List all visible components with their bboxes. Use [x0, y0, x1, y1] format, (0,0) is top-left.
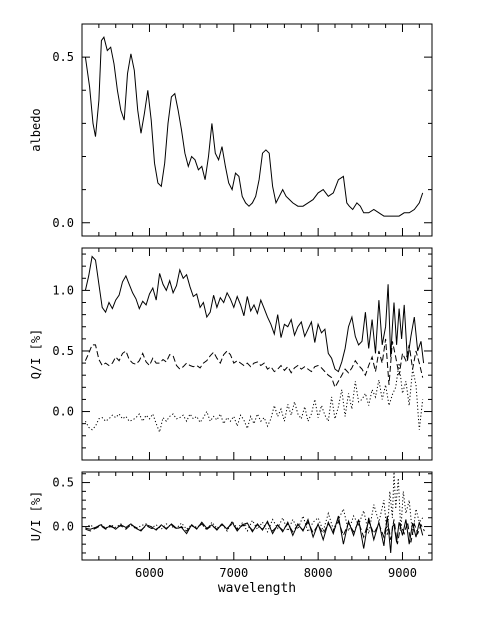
y-axis-label: Q/I [%] [29, 329, 43, 380]
plot-frame [81, 23, 433, 237]
y-axis-label: albedo [29, 108, 43, 151]
series-line-solid [84, 36, 424, 217]
y-tick-label: 0.0 [52, 520, 74, 534]
x-axis-label: wavelength [218, 581, 296, 596]
y-tick-label: 0.5 [52, 476, 74, 490]
y-tick-label: 1.0 [52, 283, 74, 297]
q-over-i-panel: 0.0 0.5 1.0 Q/I [%] [29, 247, 433, 461]
albedo-panel: 0.0 0.5 albedo [29, 23, 433, 237]
y-axis-label: U/I [%] [29, 491, 43, 542]
x-tick-label: 9000 [388, 566, 417, 580]
y-tick-label: 0.0 [52, 405, 74, 419]
series-line-solid [85, 515, 424, 554]
x-tick-label: 7000 [219, 566, 248, 580]
y-tick-label: 0.5 [52, 50, 74, 64]
series-line-dotted [84, 363, 424, 434]
plot-frame [81, 247, 433, 461]
x-tick-label: 8000 [304, 566, 333, 580]
u-over-i-panel: 0.0 0.5 U/I [%] 6000 7000 8000 9000 wavelength [29, 471, 433, 596]
x-tick-label: 6000 [135, 566, 164, 580]
series-line-dotted [85, 472, 424, 536]
y-tick-label: 0.5 [52, 344, 74, 358]
series-line-dashed [85, 517, 425, 545]
y-tick-label: 0.0 [52, 216, 74, 230]
series-line-dashed [84, 338, 424, 389]
series-line-solid [84, 255, 425, 373]
plot-frame [81, 471, 433, 561]
